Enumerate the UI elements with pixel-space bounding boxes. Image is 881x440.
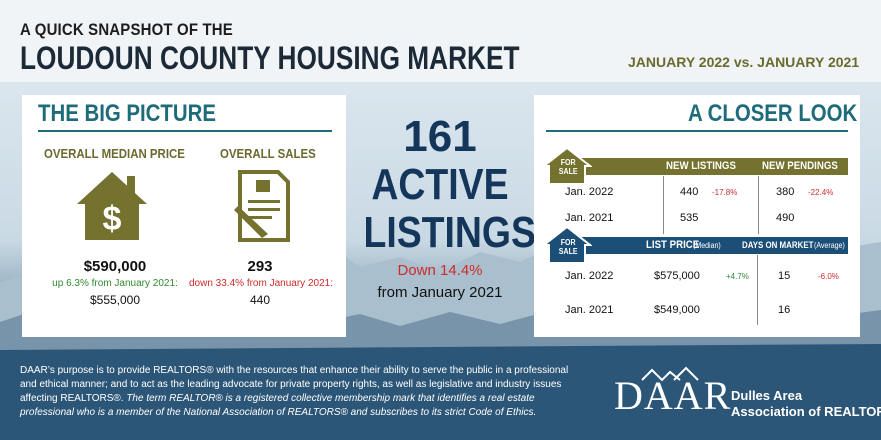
column-divider — [758, 176, 759, 234]
for-sale-house-icon — [542, 146, 592, 185]
new-pendings-change: -22.4% — [808, 188, 834, 197]
header-band — [0, 0, 881, 82]
new-pendings-value: 380 — [776, 186, 795, 198]
rooftops-logo-icon — [641, 366, 699, 382]
active-listings-number: 161 — [403, 112, 477, 161]
for-sale-label-2: FOR SALE — [558, 238, 578, 256]
svg-text:$: $ — [103, 200, 122, 238]
new-listings-change: -17.8% — [712, 188, 738, 197]
days-on-market-value: 15 — [778, 270, 791, 282]
for-sale-label-1: FOR SALE — [558, 158, 578, 176]
list-price-value: $575,000 — [654, 270, 700, 282]
row-label: Jan. 2022 — [565, 186, 614, 198]
price-header-bar — [552, 237, 848, 254]
active-listings-comparison: from January 2021 — [377, 284, 503, 301]
median-price-change: up 6.3% from January 2021: — [52, 278, 178, 289]
closer-look-rule — [546, 130, 848, 132]
list-price-header: LIST PRICE — [646, 239, 700, 251]
row-label: Jan. 2021 — [565, 212, 614, 224]
closer-look-panel — [534, 95, 860, 337]
overall-sales-value: 293 — [247, 258, 273, 275]
header-subtitle: A QUICK SNAPSHOT OF THE — [20, 20, 233, 39]
active-listings-label-1: ACTIVE — [371, 160, 509, 209]
organization-name-1: Dulles Area — [731, 388, 803, 403]
big-picture-title: THE BIG PICTURE — [38, 100, 216, 127]
days-on-market-value: 16 — [778, 304, 791, 316]
column-divider — [757, 255, 758, 325]
big-picture-panel — [22, 95, 346, 337]
days-on-market-subheader: (Average) — [814, 241, 845, 250]
column-divider — [663, 176, 664, 234]
closer-look-title: A CLOSER LOOK — [688, 100, 858, 127]
new-listings-header: NEW LISTINGS — [666, 160, 736, 172]
contract-document-icon — [234, 170, 290, 242]
median-price-previous: $555,000 — [89, 293, 141, 307]
new-pendings-value: 490 — [776, 212, 795, 224]
overall-sales-change: down 33.4% from January 2021: — [189, 278, 333, 289]
for-sale-house-icon — [542, 225, 592, 264]
daar-logo: DAAR — [614, 373, 732, 418]
new-listings-value: 535 — [680, 212, 699, 224]
listings-header-bar — [552, 158, 848, 175]
overall-sales-previous: 440 — [249, 293, 271, 307]
header-title: LOUDOUN COUNTY HOUSING MARKET — [20, 40, 520, 76]
median-price-value: $590,000 — [83, 258, 147, 275]
new-listings-value: 440 — [680, 186, 699, 198]
row-label: Jan. 2021 — [565, 304, 614, 316]
days-on-market-header: DAYS ON MARKET — [742, 240, 814, 250]
house-dollar-icon: $ — [77, 172, 147, 240]
trademark-statement: The term REALTOR® is a registered collec… — [20, 393, 537, 418]
list-price-change: +4.7% — [726, 272, 749, 281]
active-listings-change: Down 14.4% — [397, 262, 483, 279]
days-on-market-change: -6.0% — [818, 272, 839, 281]
footer-disclaimer: DAAR’s purpose is to provide REALTORS® w… — [20, 364, 575, 420]
organization-name-2: Association of REALTORS® — [731, 404, 881, 419]
list-price-value: $549,000 — [654, 304, 700, 316]
new-pendings-header: NEW PENDINGS — [762, 160, 838, 172]
purpose-statement: DAAR’s purpose is to provide REALTORS® w… — [20, 365, 569, 404]
active-listings-label-2: LISTINGS — [363, 208, 536, 257]
overall-sales-label: OVERALL SALES — [220, 146, 316, 161]
list-price-subheader: (Median) — [693, 241, 721, 250]
header-date-range: JANUARY 2022 vs. JANUARY 2021 — [628, 54, 860, 70]
row-label: Jan. 2022 — [565, 270, 614, 282]
big-picture-rule — [38, 130, 332, 132]
median-price-label: OVERALL MEDIAN PRICE — [44, 146, 185, 161]
